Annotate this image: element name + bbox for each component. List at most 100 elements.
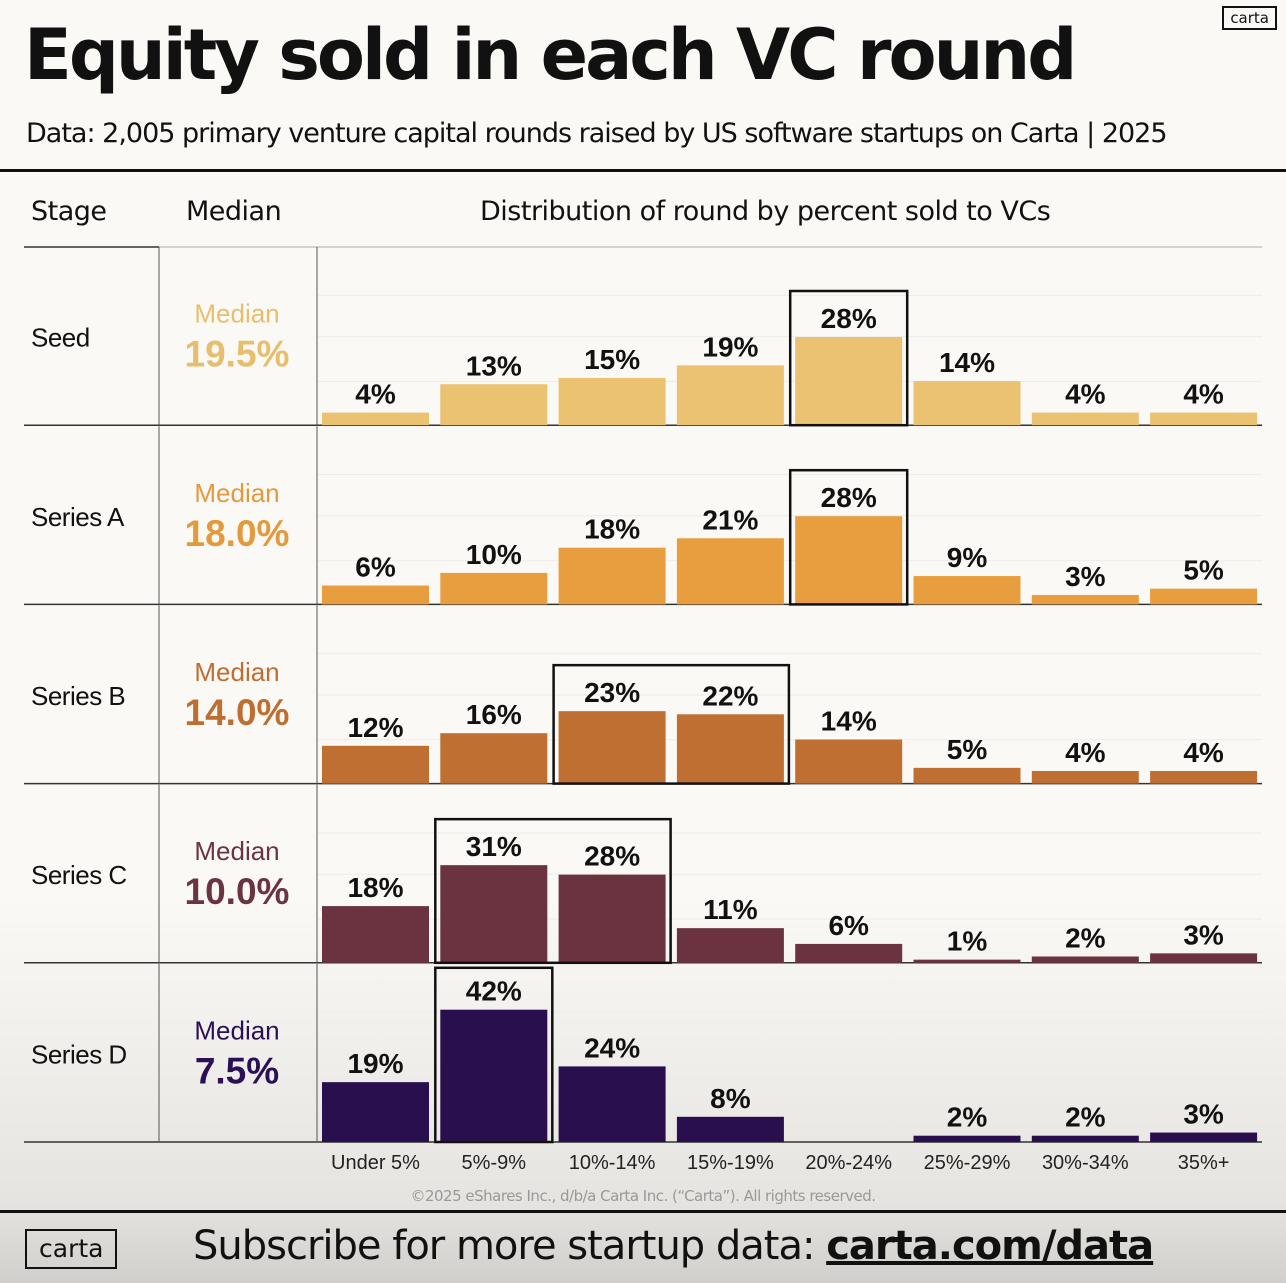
median-label: Median <box>194 299 279 329</box>
highlight-box <box>552 663 791 785</box>
data-label: 23% <box>584 677 640 708</box>
median-label: Median <box>194 836 279 866</box>
x-tick-label: 5%-9% <box>462 1152 527 1174</box>
data-label: 10% <box>466 539 522 570</box>
bar-series-d-2 <box>558 1066 666 1142</box>
stage-column-header: Stage <box>31 196 107 227</box>
data-label: 24% <box>584 1032 640 1063</box>
bar-series-b-1 <box>440 733 548 784</box>
data-label: 4% <box>1065 379 1106 410</box>
data-label: 16% <box>466 699 522 730</box>
median-label: Median <box>194 1015 279 1045</box>
page-title: Equity sold in each VC round <box>24 14 1077 96</box>
bar-series-d-0 <box>322 1082 429 1142</box>
bar-series-a-6 <box>1031 594 1139 605</box>
data-label: 6% <box>355 552 396 583</box>
data-label: 4% <box>1183 737 1224 768</box>
data-label: 3% <box>1065 561 1106 592</box>
bar-series-d-6 <box>1031 1135 1139 1142</box>
data-label: 21% <box>702 504 758 535</box>
bar-series-b-5 <box>913 767 1021 784</box>
divider <box>0 169 1286 172</box>
bar-seed-6 <box>1031 412 1139 426</box>
bar-series-c-5 <box>913 959 1021 963</box>
data-label: 9% <box>947 542 988 573</box>
bar-series-a-7 <box>1150 588 1258 605</box>
bar-series-d-1 <box>440 1009 548 1142</box>
bar-series-d-7 <box>1150 1132 1258 1142</box>
data-label: 19% <box>347 1048 403 1079</box>
data-label: 14% <box>821 706 877 737</box>
bar-series-a-5 <box>913 576 1021 605</box>
x-tick-label: 15%-19% <box>687 1152 774 1174</box>
median-label: Median <box>194 478 279 508</box>
bar-series-a-0 <box>322 585 429 605</box>
data-label: 42% <box>466 976 522 1007</box>
subtitle: Data: 2,005 primary venture capital roun… <box>26 118 1168 149</box>
data-label: 1% <box>947 926 988 957</box>
data-label: 3% <box>1183 1099 1224 1130</box>
bar-series-a-4 <box>795 516 903 605</box>
x-tick-label: 35%+ <box>1178 1152 1230 1174</box>
carta-logo: carta <box>1222 6 1277 30</box>
bar-seed-2 <box>558 377 666 426</box>
bar-seed-1 <box>440 384 548 426</box>
data-label: 12% <box>347 712 403 743</box>
stage-label: Series C <box>31 860 127 890</box>
bar-series-c-4 <box>795 943 903 963</box>
data-label: 13% <box>466 350 522 381</box>
data-label: 28% <box>821 482 877 513</box>
bar-series-c-6 <box>1031 956 1139 963</box>
highlight-box <box>788 468 909 606</box>
data-label: 28% <box>821 303 877 334</box>
bar-seed-7 <box>1150 412 1258 426</box>
data-label: 22% <box>702 680 758 711</box>
distribution-column-header: Distribution of round by percent sold to… <box>480 196 1051 227</box>
data-label: 4% <box>355 379 396 410</box>
median-value: 14.0% <box>185 692 290 733</box>
data-label: 19% <box>702 331 758 362</box>
data-label: 4% <box>1183 379 1224 410</box>
x-tick-label: 30%-34% <box>1042 1152 1129 1174</box>
data-label: 2% <box>1065 923 1106 954</box>
bar-series-b-0 <box>322 745 429 784</box>
data-label: 4% <box>1065 737 1106 768</box>
x-tick-label: 25%-29% <box>924 1152 1011 1174</box>
data-label: 3% <box>1183 919 1224 950</box>
median-label: Median <box>194 657 279 687</box>
stage-label: Series D <box>31 1039 127 1069</box>
highlight-box <box>788 289 909 427</box>
data-label: 5% <box>1183 555 1224 586</box>
median-value: 19.5% <box>185 334 290 375</box>
data-label: 31% <box>466 831 522 862</box>
bar-series-b-7 <box>1150 771 1258 784</box>
cta-text: Subscribe for more startup data: <box>193 1223 827 1269</box>
copyright: ©2025 eShares Inc., d/b/a Carta Inc. (“C… <box>410 1187 876 1205</box>
bar-series-b-3 <box>676 714 784 784</box>
bar-series-c-2 <box>558 874 666 963</box>
bar-series-d-3 <box>676 1116 784 1142</box>
cta-link[interactable]: carta.com/data <box>826 1223 1154 1269</box>
median-column-header: Median <box>186 196 282 227</box>
bar-series-a-3 <box>676 538 784 605</box>
highlight-box <box>434 817 672 965</box>
bar-series-a-1 <box>440 572 548 605</box>
bar-seed-4 <box>795 337 903 426</box>
bar-series-c-0 <box>322 906 429 963</box>
stage-label: Series B <box>31 681 125 711</box>
bar-series-c-7 <box>1150 953 1258 963</box>
bar-seed-3 <box>676 365 784 426</box>
bar-seed-0 <box>322 412 429 426</box>
data-label: 8% <box>710 1083 751 1114</box>
median-value: 10.0% <box>185 871 290 912</box>
data-label: 5% <box>947 734 988 765</box>
bar-series-c-3 <box>676 928 784 963</box>
median-value: 18.0% <box>185 513 290 554</box>
bar-series-a-2 <box>558 547 666 605</box>
data-label: 6% <box>828 910 869 941</box>
bar-seed-5 <box>913 381 1021 426</box>
data-label: 18% <box>347 872 403 903</box>
bar-series-b-6 <box>1031 771 1139 784</box>
data-label: 2% <box>947 1102 988 1133</box>
